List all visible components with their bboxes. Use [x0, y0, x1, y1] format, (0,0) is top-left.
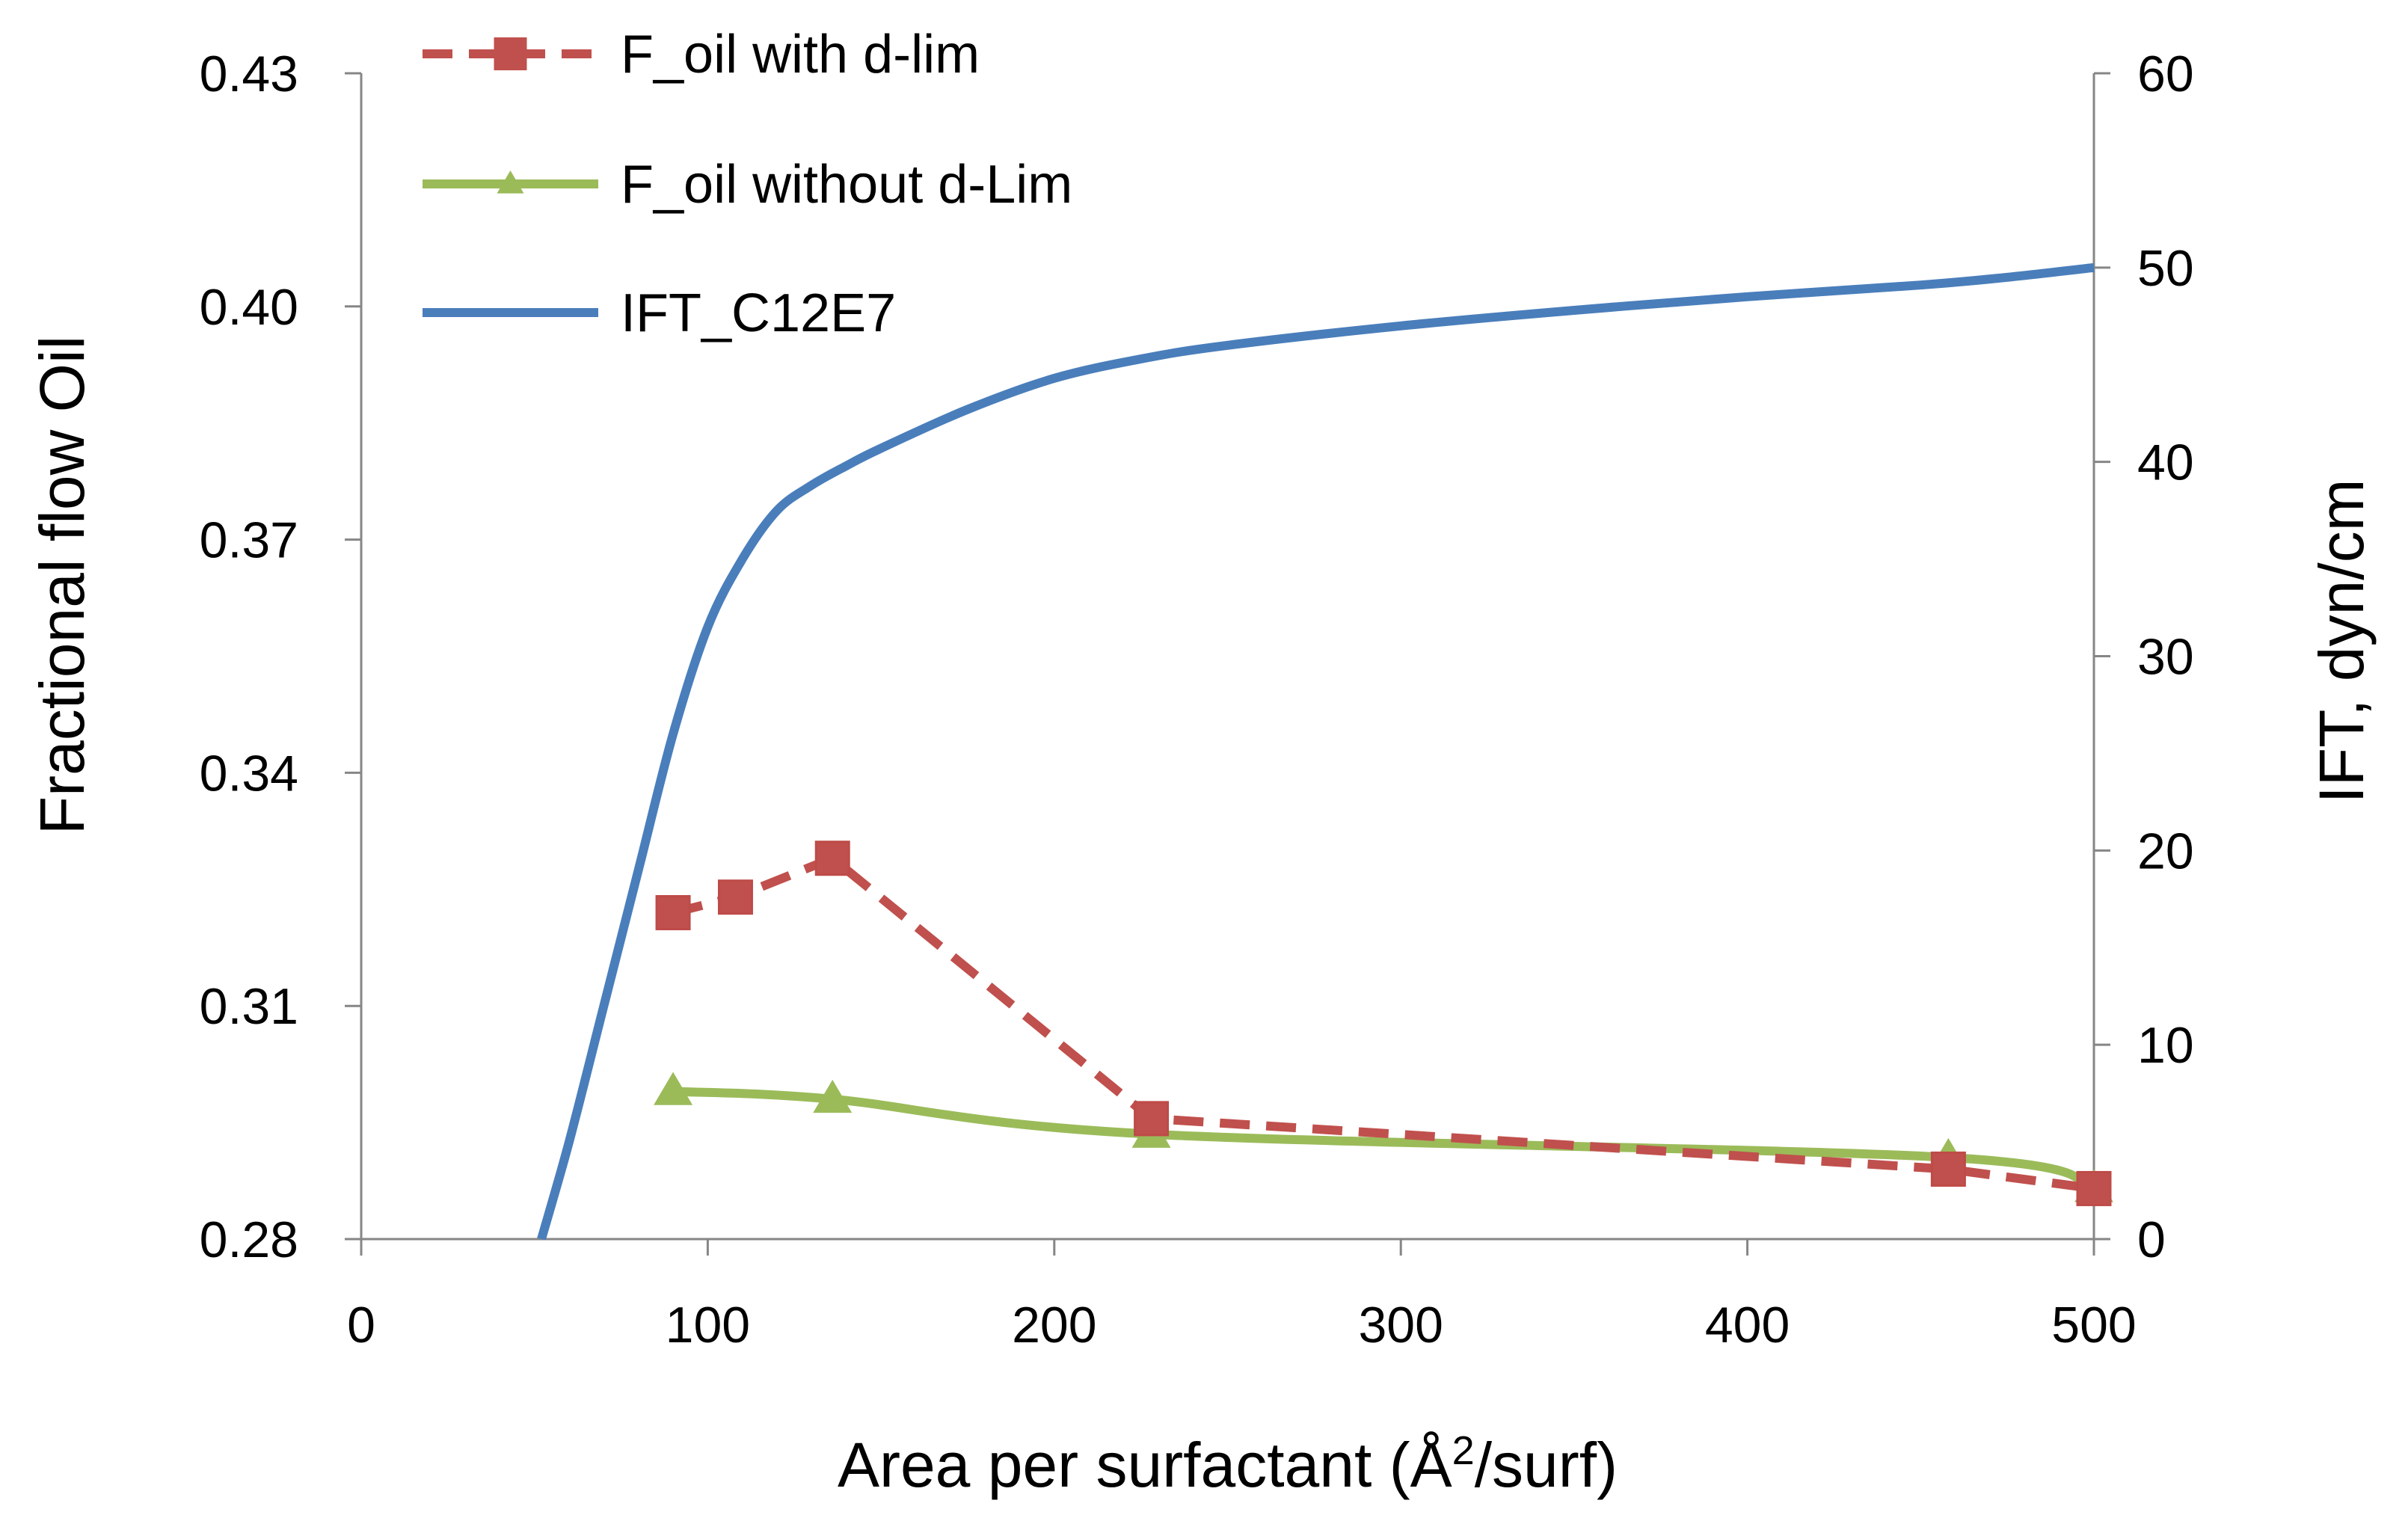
x-axis-title-suffix: /surf)	[1475, 1430, 1618, 1500]
y2-tick-label: 10	[2137, 1017, 2194, 1074]
y-tick-label: 0.31	[200, 978, 298, 1035]
series-layer	[537, 262, 2113, 1241]
series-ift-c12e7	[537, 262, 2095, 1241]
y-tick-label: 0.40	[200, 279, 298, 336]
y2-axis-title: IFT, dyn/cm	[2306, 479, 2377, 803]
data-point-square	[717, 879, 753, 915]
series-line	[672, 1087, 2095, 1193]
y2-tick-label: 30	[2137, 629, 2194, 686]
y-tick-label: 0.37	[200, 512, 298, 569]
legend-label: F_oil without d-Lim	[621, 155, 1072, 215]
y2-tick-label: 50	[2137, 240, 2194, 297]
data-point-square	[814, 841, 850, 876]
y2-tick-label: 60	[2137, 46, 2194, 102]
x-axis-title-prefix: Area per surfactant (Å	[838, 1430, 1452, 1500]
legend-marker-triangle	[497, 170, 524, 194]
legend-item-ift-c12e7: IFT_C12E7	[423, 283, 896, 343]
x-tick-label: 300	[1358, 1297, 1443, 1354]
x-tick-label: 500	[2051, 1297, 2136, 1354]
series-f-oil-with-d-lim	[655, 841, 2112, 1206]
data-point-square	[655, 894, 691, 930]
legend-label: F_oil with d-lim	[621, 25, 980, 85]
data-point-square	[2076, 1170, 2112, 1206]
y2-tick-label: 40	[2137, 434, 2194, 491]
legend-marker-square	[494, 37, 527, 70]
y2-tick-label: 0	[2137, 1211, 2166, 1268]
x-tick-label: 200	[1012, 1297, 1096, 1354]
y-axis-title: Fractional flow Oil	[27, 336, 97, 835]
x-tick-label: 0	[347, 1297, 375, 1354]
y-tick-label: 0.43	[200, 46, 298, 102]
x-tick-label: 100	[666, 1297, 750, 1354]
data-point-triangle	[654, 1072, 693, 1105]
data-point-square	[1134, 1101, 1170, 1137]
y2-tick-label: 20	[2137, 823, 2194, 879]
legend: F_oil with d-lim F_oil without d-Lim IFT_C…	[423, 25, 1072, 343]
x-axis-title: Area per surfactant (Å2/surf)	[838, 1428, 1618, 1500]
y-tick-label: 0.34	[200, 745, 298, 802]
legend-item-f-oil-without-d-lim: F_oil without d-Lim	[423, 155, 1072, 215]
data-point-square	[1930, 1151, 1966, 1187]
y-tick-label: 0.28	[200, 1211, 298, 1268]
x-axis-title-superscript: 2	[1452, 1428, 1475, 1473]
series-line	[537, 262, 2095, 1241]
data-point-triangle	[813, 1079, 853, 1113]
legend-item-f-oil-with-d-lim: F_oil with d-lim	[423, 25, 980, 85]
x-tick-label: 400	[1705, 1297, 1790, 1354]
legend-label: IFT_C12E7	[621, 283, 896, 343]
axes: 0.28 0.31 0.34 0.37 0.40 0.43 0 10 20 30 40 50 60 0 10…	[27, 46, 2377, 1500]
